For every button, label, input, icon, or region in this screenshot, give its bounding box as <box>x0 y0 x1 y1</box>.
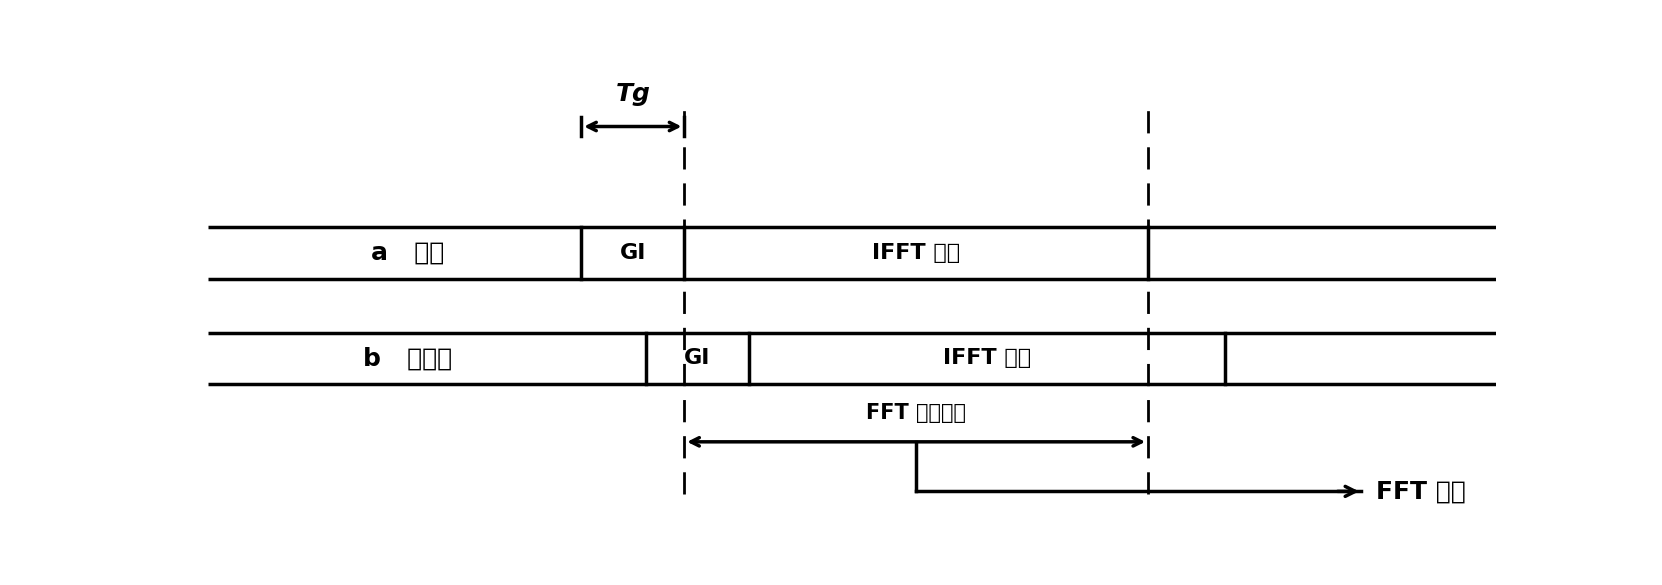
Text: FFT 提取位置: FFT 提取位置 <box>866 403 966 423</box>
Text: a   主波: a 主波 <box>371 240 444 264</box>
Text: GI: GI <box>620 243 647 263</box>
Text: FFT 处理: FFT 处理 <box>1376 479 1466 503</box>
Text: GI: GI <box>685 349 710 369</box>
Text: b   延迟波: b 延迟波 <box>362 346 452 370</box>
Text: IFFT 数据: IFFT 数据 <box>942 349 1030 369</box>
Text: IFFT 数据: IFFT 数据 <box>873 243 961 263</box>
Text: Tg: Tg <box>615 82 650 106</box>
